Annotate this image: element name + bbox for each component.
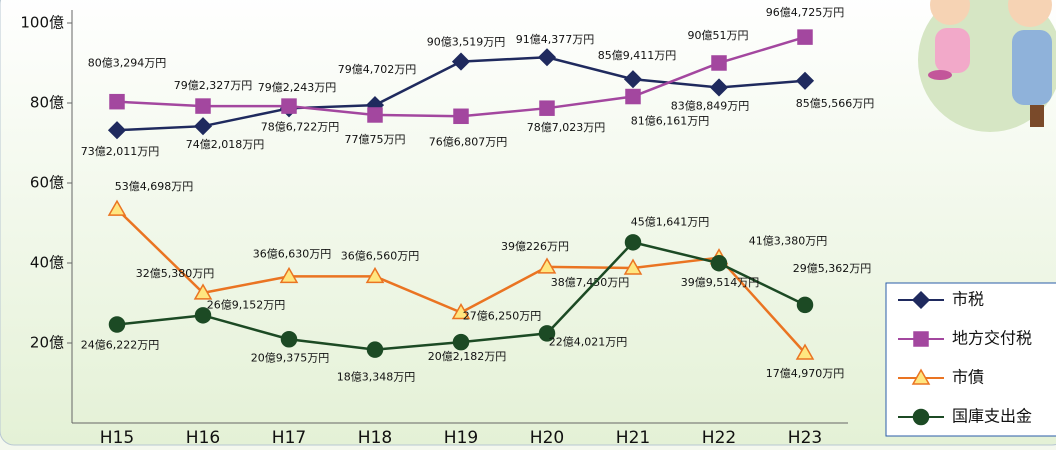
y-tick-label: 80億 — [30, 94, 64, 112]
legend-marker — [914, 332, 928, 346]
marker — [626, 235, 641, 250]
marker — [196, 99, 210, 113]
legend-marker — [914, 410, 929, 425]
value-label: 17億4,970万円 — [766, 367, 845, 380]
value-label: 79億2,327万円 — [174, 79, 253, 92]
x-tick-label: H17 — [272, 428, 306, 448]
marker — [110, 317, 125, 332]
x-tick-label: H21 — [616, 428, 650, 448]
value-label: 74億2,018万円 — [186, 138, 265, 151]
x-tick-label: H15 — [100, 428, 134, 448]
legend-label: 市債 — [952, 368, 984, 387]
value-label: 18億3,348万円 — [337, 371, 416, 384]
value-label: 79億2,243万円 — [258, 81, 337, 94]
value-label: 80億3,294万円 — [88, 57, 167, 70]
marker — [454, 335, 469, 350]
value-label: 83億8,849万円 — [671, 99, 750, 112]
value-label: 39億226万円 — [501, 240, 569, 253]
value-label: 22億4,021万円 — [549, 335, 628, 348]
marker — [282, 332, 297, 347]
marker — [712, 56, 726, 70]
value-label: 77億75万円 — [345, 133, 406, 146]
x-tick-label: H23 — [788, 428, 822, 448]
value-label: 20億2,182万円 — [428, 350, 507, 363]
value-label: 73億2,011万円 — [81, 145, 160, 158]
value-label: 39億9,514万円 — [681, 276, 760, 289]
marker — [626, 90, 640, 104]
value-label: 53億4,698万円 — [115, 180, 194, 193]
y-tick-label: 60億 — [30, 174, 64, 192]
value-label: 96億4,725万円 — [766, 6, 845, 19]
y-tick-label: 100億 — [20, 14, 64, 32]
marker — [798, 297, 813, 312]
legend-label: 地方交付税 — [952, 329, 1032, 348]
value-label: 20億9,375万円 — [251, 351, 330, 364]
value-label: 36億6,630万円 — [253, 247, 332, 260]
marker — [540, 101, 554, 115]
value-label: 90億51万円 — [688, 29, 749, 42]
value-label: 45億1,641万円 — [631, 215, 710, 228]
value-label: 41億3,380万円 — [749, 235, 828, 248]
value-label: 90億3,519万円 — [427, 36, 506, 49]
x-tick-label: H20 — [530, 428, 564, 448]
marker — [368, 108, 382, 122]
value-label: 32億5,380万円 — [136, 267, 215, 280]
value-label: 76億6,807万円 — [429, 135, 508, 148]
marker — [798, 30, 812, 44]
value-label: 81億6,161万円 — [631, 115, 710, 128]
chart: 20億 40億 60億 80億 100億 H15 H16 H17 H18 H19 H20 H21 H22… — [0, 0, 1056, 450]
marker — [110, 95, 124, 109]
value-label: 79億4,702万円 — [338, 63, 417, 76]
value-label: 24億6,222万円 — [81, 339, 160, 352]
value-label: 91億4,377万円 — [516, 33, 595, 46]
legend-label: 国庫支出金 — [952, 407, 1032, 426]
marker — [368, 342, 383, 357]
marker — [712, 256, 727, 271]
legend-label: 市税 — [952, 290, 984, 309]
y-tick-label: 40億 — [30, 254, 64, 272]
x-tick-label: H16 — [186, 428, 220, 448]
value-label: 26億9,152万円 — [207, 298, 286, 311]
value-label: 85億9,411万円 — [598, 49, 677, 62]
x-tick-label: H19 — [444, 428, 478, 448]
marker — [282, 99, 296, 113]
value-label: 36億6,560万円 — [341, 249, 420, 262]
value-label: 27億6,250万円 — [463, 310, 542, 323]
x-tick-label: H18 — [358, 428, 392, 448]
value-label: 78億7,023万円 — [527, 121, 606, 134]
x-tick-label: H22 — [702, 428, 736, 448]
value-label: 78億6,722万円 — [261, 120, 340, 133]
y-tick-label: 20億 — [30, 334, 64, 352]
value-label: 29億5,362万円 — [793, 262, 872, 275]
value-label: 85億5,566万円 — [796, 97, 875, 110]
marker — [454, 109, 468, 123]
